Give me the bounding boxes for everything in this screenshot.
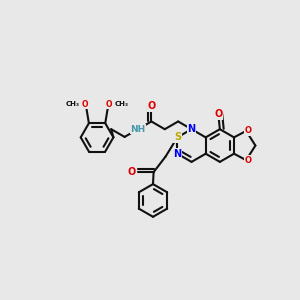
Text: N: N: [188, 124, 196, 134]
Text: O: O: [147, 101, 155, 111]
Text: O: O: [214, 109, 223, 119]
Text: O: O: [106, 100, 112, 109]
Text: O: O: [82, 100, 88, 109]
Text: S: S: [174, 132, 181, 142]
Text: O: O: [128, 167, 136, 177]
Text: O: O: [244, 156, 251, 165]
Text: CH₃: CH₃: [114, 101, 128, 107]
Text: N: N: [173, 149, 181, 159]
Text: O: O: [244, 126, 251, 135]
Text: CH₃: CH₃: [66, 101, 80, 107]
Text: NH: NH: [130, 125, 146, 134]
